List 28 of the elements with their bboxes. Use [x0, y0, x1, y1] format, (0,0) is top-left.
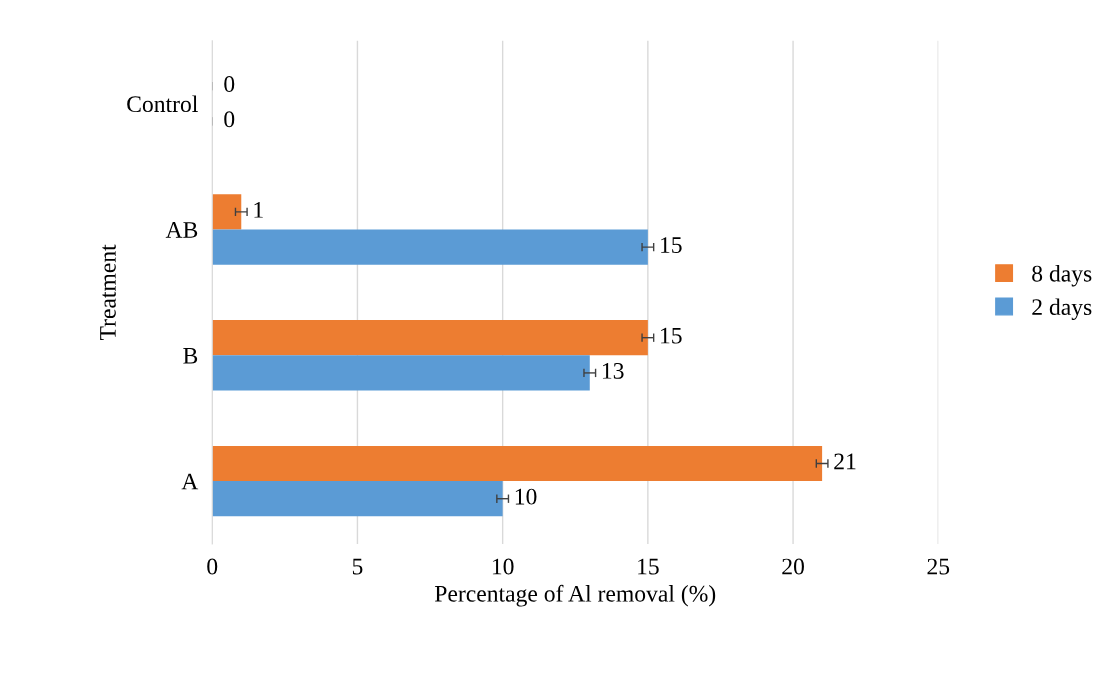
data-label: 13	[602, 362, 624, 379]
data-label: 0	[224, 111, 235, 128]
bar	[212, 355, 590, 391]
x-tick-label: 25	[927, 558, 950, 575]
x-tick-label: 15	[638, 558, 659, 575]
y-tick-label: Control	[127, 95, 198, 113]
data-label: 15	[661, 327, 682, 344]
x-tick-label: 20	[782, 558, 804, 575]
y-tick-label: B	[183, 348, 198, 364]
legend-label: 8 days	[1032, 265, 1092, 287]
bar	[212, 320, 648, 356]
x-tick-label: 10	[492, 558, 514, 575]
data-label: 21	[834, 453, 856, 470]
data-label: 10	[515, 488, 537, 505]
legend-label: 2 days	[1032, 298, 1092, 320]
x-tick-label: 0	[207, 558, 218, 575]
data-label: 1	[254, 201, 263, 218]
bar	[212, 194, 242, 230]
bar	[212, 481, 503, 517]
bar	[212, 229, 648, 265]
y-axis-title: Treatment	[100, 244, 116, 341]
x-tick-label: 5	[352, 558, 363, 575]
y-tick-label: AB	[165, 222, 198, 238]
x-axis-title: Percentage of Al removal (%)	[434, 584, 716, 607]
data-label: 15	[661, 237, 682, 254]
y-tick-label: A	[181, 473, 199, 490]
bar	[212, 445, 823, 482]
data-label: 0	[224, 76, 235, 92]
